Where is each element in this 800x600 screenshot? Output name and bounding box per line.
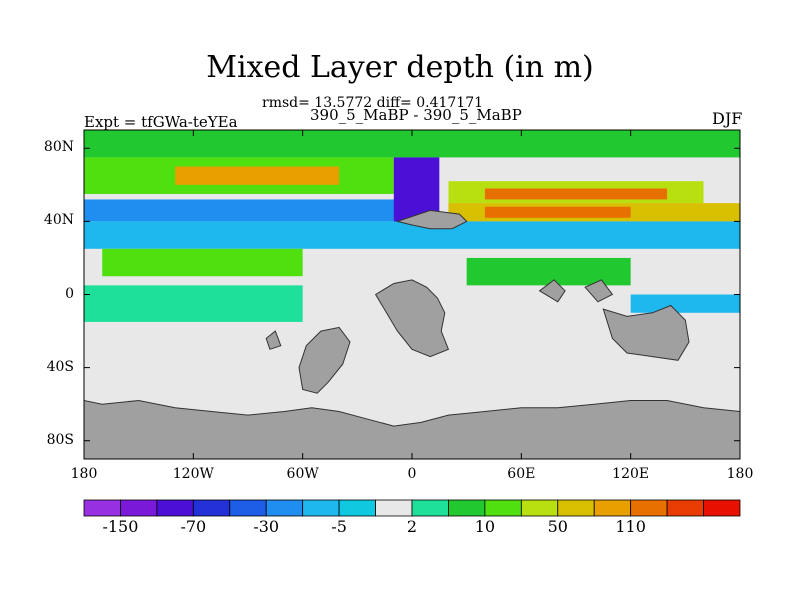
colorbar-swatch xyxy=(83,499,121,517)
colorbar-label: -5 xyxy=(331,517,347,536)
colorbar-swatch xyxy=(156,499,194,517)
colorbar-swatch xyxy=(375,499,413,517)
stats-line: rmsd= 13.5772 diff= 0.417171 xyxy=(262,95,484,111)
land-polygon-1 xyxy=(374,279,450,358)
x-tick-label: 120E xyxy=(612,466,650,482)
land-polygon-4 xyxy=(395,209,468,230)
colorbar-swatch xyxy=(448,499,486,517)
colorbar-swatch xyxy=(265,499,304,517)
colorbar-swatch xyxy=(302,499,340,517)
field-band-12 xyxy=(84,285,303,322)
x-tick-label: 120W xyxy=(172,466,214,482)
land-polygon-0 xyxy=(84,399,740,459)
figure-title: Mixed Layer depth (in m) xyxy=(206,50,594,85)
colorbar-label: -70 xyxy=(180,517,207,536)
y-tick-label: 0 xyxy=(65,285,74,302)
field-band-2 xyxy=(175,166,340,185)
colorbar-swatch xyxy=(484,499,522,517)
season-label: DJF xyxy=(712,109,743,128)
colorbar-swatch xyxy=(338,499,376,517)
x-tick-label: 60W xyxy=(286,466,319,482)
axis-ticks xyxy=(83,130,741,459)
colorbar-swatch xyxy=(229,499,267,517)
y-tick-label: 80N xyxy=(43,139,74,156)
field-band-9 xyxy=(84,221,740,249)
y-tick-label: 40N xyxy=(43,212,74,229)
colorbar-label: 2 xyxy=(406,517,418,536)
colorbar-swatch xyxy=(593,499,632,517)
field-band-11 xyxy=(466,257,631,286)
land-polygon-5 xyxy=(538,279,566,303)
colorbar-swatch xyxy=(630,499,668,517)
colorbar-swatch xyxy=(411,499,449,517)
colorbar-label: -30 xyxy=(253,517,280,536)
x-tick-label: 180 xyxy=(70,466,98,482)
land-polygon-2 xyxy=(298,326,351,394)
land-polygon-7 xyxy=(265,330,282,350)
field-band-10 xyxy=(102,248,303,277)
y-tick-label: 80S xyxy=(46,431,74,448)
colorbar-swatch xyxy=(703,499,741,517)
y-tick-label: 40S xyxy=(46,358,74,375)
land-polygon-3 xyxy=(602,304,690,361)
colorbar-swatch xyxy=(557,499,595,517)
subtitle: 390_5_MaBP - 390_5_MaBP xyxy=(310,106,522,124)
colorbar xyxy=(83,499,741,517)
field-band-7 xyxy=(484,206,631,218)
x-tick-label: 180 xyxy=(726,466,754,482)
colorbar-swatch xyxy=(520,499,559,517)
x-tick-label: 60E xyxy=(507,466,536,482)
colorbar-swatch xyxy=(120,499,158,517)
colorbar-label: 110 xyxy=(615,517,646,536)
experiment-label: Expt = tfGWa-teYEa xyxy=(84,113,238,131)
field-band-5 xyxy=(84,199,412,222)
x-tick-label: 0 xyxy=(407,466,417,482)
land-polygon-6 xyxy=(584,279,614,303)
colorbar-label: 10 xyxy=(474,517,496,536)
colorbar-label: -150 xyxy=(102,517,139,536)
field-band-4 xyxy=(484,188,668,200)
colorbar-swatch xyxy=(666,499,704,517)
land-mask xyxy=(84,209,740,459)
colorbar-label: 50 xyxy=(547,517,568,536)
field-band-13 xyxy=(630,294,740,313)
colorbar-swatch xyxy=(192,499,231,517)
